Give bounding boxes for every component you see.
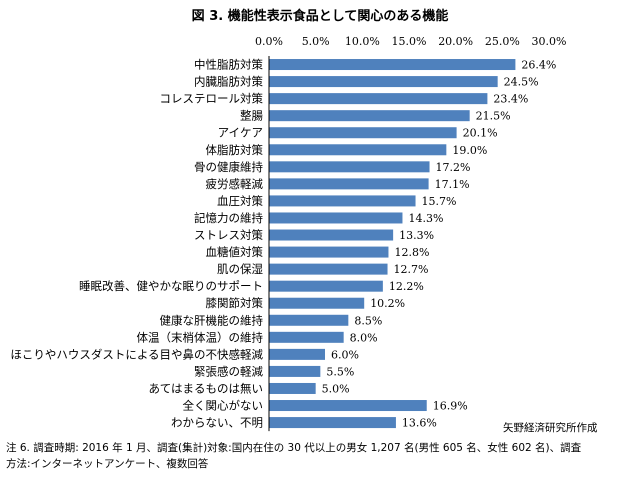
bar (269, 110, 470, 122)
x-axis-ticks: 0.0% 5.0% 10.0% 15.0% 20.0% 25.0% 30.0% (255, 35, 566, 48)
bar (269, 348, 325, 360)
value-label: 23.4% (493, 93, 528, 106)
value-label: 15.7% (422, 195, 457, 208)
value-label: 6.0% (331, 348, 359, 361)
value-label: 17.1% (435, 178, 470, 191)
footnote: 注 6. 調査時期: 2016 年 1 月、調査(集計)対象:国内在住の 30 … (6, 440, 636, 472)
value-label: 13.6% (402, 417, 437, 430)
footnote-line-2: 方法:インターネットアンケート、複数回答 (6, 458, 209, 470)
value-label: 8.0% (350, 331, 378, 344)
value-label: 17.2% (436, 161, 471, 174)
category-label: 緊張感の軽減 (194, 364, 263, 378)
value-label: 21.5% (476, 110, 511, 123)
category-label: 整腸 (240, 109, 263, 123)
value-label: 24.5% (504, 76, 539, 89)
category-label: 血圧対策 (217, 194, 263, 208)
category-label: ストレス対策 (194, 228, 263, 242)
x-tick-label: 5.0% (302, 35, 330, 48)
bar (269, 314, 349, 326)
value-label: 5.5% (326, 365, 354, 378)
value-label: 12.8% (394, 246, 429, 259)
x-tick-label: 30.0% (532, 35, 567, 48)
value-label: 16.9% (433, 400, 468, 413)
category-label: 内臓脂肪対策 (194, 75, 263, 89)
x-tick-label: 0.0% (255, 35, 283, 48)
value-label: 14.3% (408, 212, 443, 225)
source-note: 矢野経済研究所作成 (503, 421, 598, 434)
category-label: わからない、不明 (171, 416, 263, 430)
x-tick-label: 10.0% (345, 35, 380, 48)
bar (269, 280, 383, 292)
category-label: あてはまるものは無い (148, 381, 263, 395)
bar (269, 127, 457, 139)
value-label: 12.2% (389, 280, 424, 293)
value-label: 8.5% (354, 314, 382, 327)
category-label: 疲労感軽減 (206, 177, 264, 191)
bar (269, 76, 498, 88)
category-label: 健康な肝機能の維持 (160, 313, 264, 327)
bar (269, 263, 388, 275)
x-tick-label: 20.0% (438, 35, 473, 48)
bar (269, 331, 344, 343)
category-label: 体温（末梢体温）の維持 (137, 330, 264, 344)
value-label: 10.2% (370, 297, 405, 310)
bar (269, 195, 416, 207)
bar (269, 144, 447, 156)
category-label: 骨の健康維持 (194, 160, 263, 174)
value-label: 26.4% (521, 59, 556, 72)
value-label: 20.1% (463, 127, 498, 140)
bar (269, 59, 516, 71)
bar (269, 161, 430, 173)
bar (269, 382, 316, 394)
category-label: 睡眠改善、健やかな眠りのサポート (79, 279, 263, 293)
x-tick-label: 25.0% (485, 35, 520, 48)
category-label: 記憶力の維持 (194, 211, 263, 225)
category-label: ほこりやハウスダストによる目や鼻の不快感軽減 (10, 347, 263, 361)
value-label: 19.0% (452, 144, 487, 157)
category-label: 体脂肪対策 (206, 143, 264, 157)
bar (269, 212, 403, 224)
bar (269, 229, 394, 241)
bar (269, 93, 488, 105)
value-label: 5.0% (322, 382, 350, 395)
category-label: コレステロール対策 (160, 92, 264, 106)
bar (269, 365, 321, 377)
chart-title: 図 3. 機能性表示食品として関心のある機能 (192, 8, 449, 24)
value-label: 13.3% (399, 229, 434, 242)
category-label: 中性脂肪対策 (194, 58, 263, 72)
value-labels: 26.4% 24.5% 23.4% 21.5% 20.1% 19.0% 17.2% 17.1%… (322, 59, 557, 430)
category-label: 肌の保湿 (217, 262, 263, 276)
bar (269, 178, 429, 190)
footnote-line-1: 注 6. 調査時期: 2016 年 1 月、調査(集計)対象:国内在住の 30 … (6, 442, 582, 454)
bar (269, 400, 427, 412)
bar (269, 417, 396, 429)
x-tick-label: 15.0% (392, 35, 427, 48)
category-label: 血糖値対策 (206, 245, 264, 259)
bar (269, 297, 365, 309)
bars (269, 59, 516, 429)
category-label: 膝関節対策 (206, 296, 264, 310)
bar (269, 246, 389, 258)
value-label: 12.7% (394, 263, 429, 276)
category-label: アイケア (218, 126, 263, 140)
category-labels: 中性脂肪対策内臓脂肪対策コレステロール対策整腸アイケア体脂肪対策骨の健康維持疲労… (10, 58, 263, 430)
category-label: 全く関心がない (183, 399, 264, 413)
